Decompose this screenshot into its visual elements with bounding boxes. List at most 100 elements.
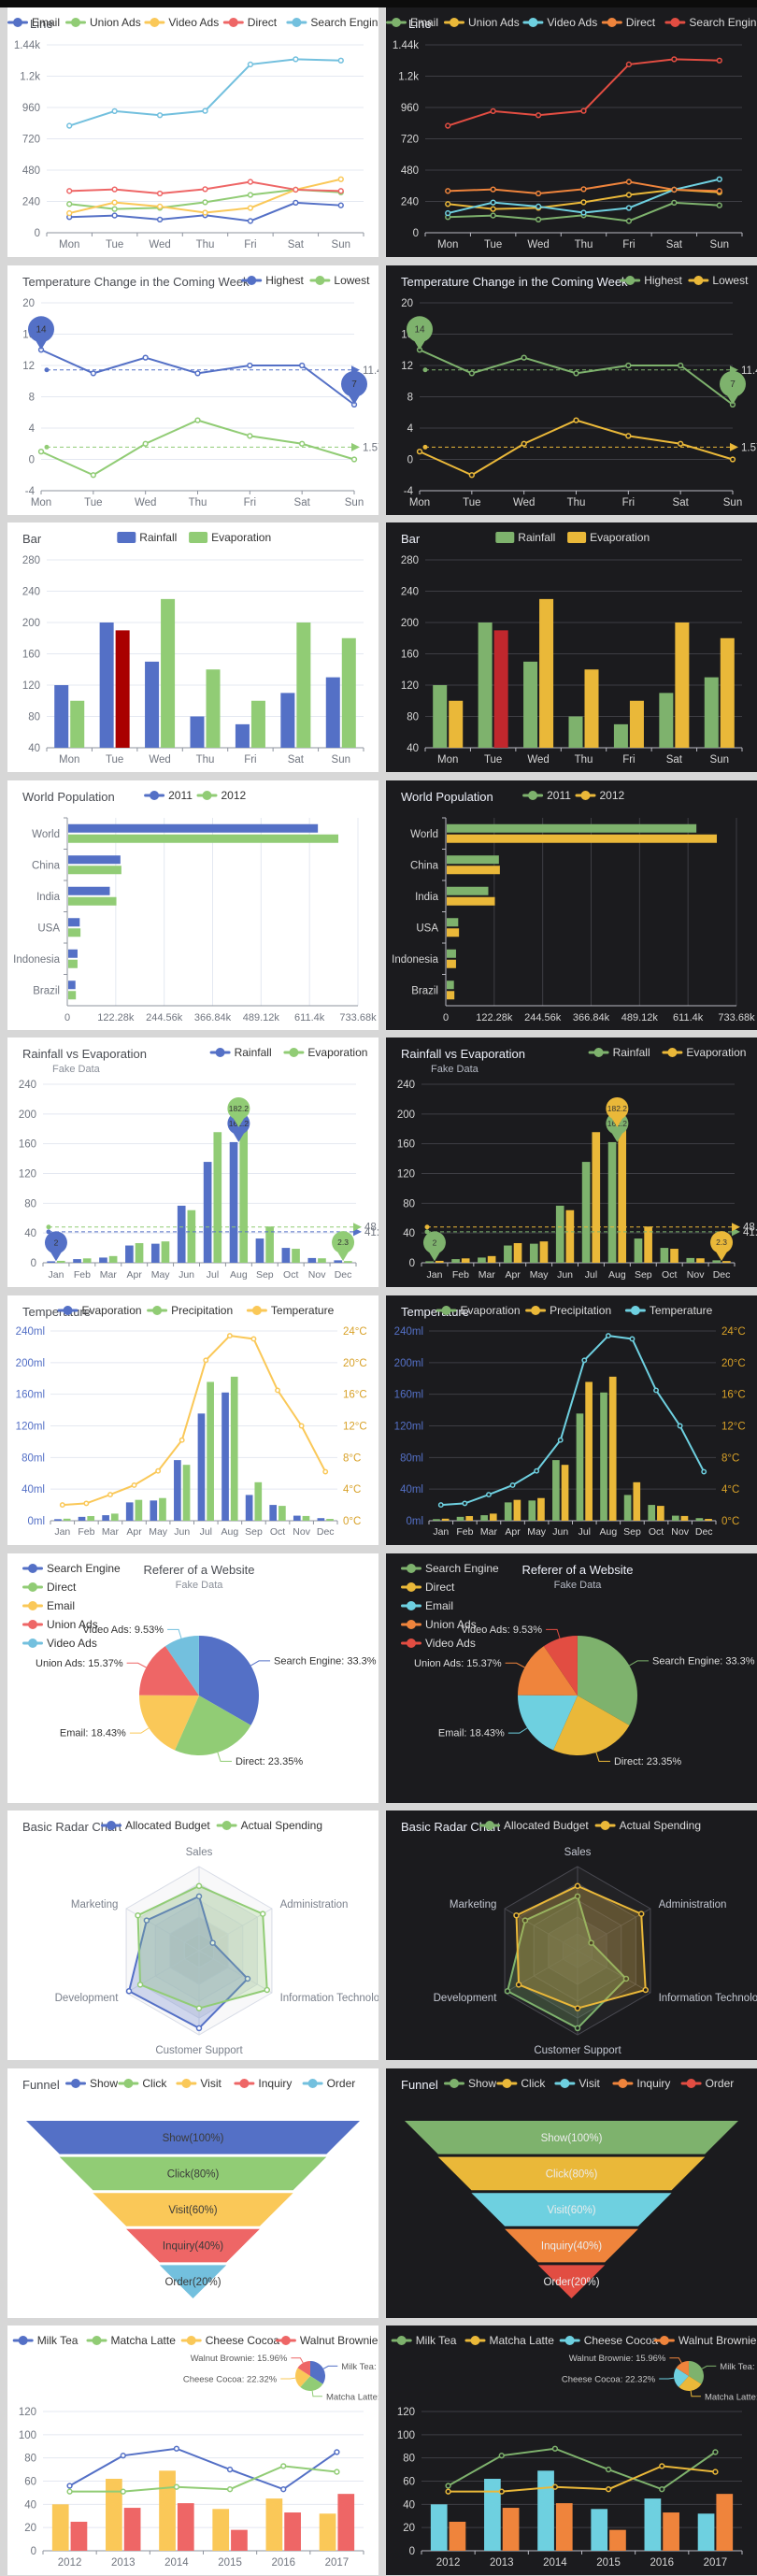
svg-text:Inquiry[interactable]: Inquiry [636,2077,670,2090]
chart-canvas-rainfall-evaporation-dark[interactable]: Rainfall vs Evaporation Fake Data 0 40 80 120… [386,1038,757,1287]
series-evaporation[interactable] [54,1392,325,1521]
chart-canvas-world-population-light[interactable]: World Population 0 122.28k 244.56k 366.84k 48… [7,780,378,1030]
legend-item-highest[interactable]: Highest [241,274,305,287]
legend-item-inquiry[interactable]: Inquiry [234,2077,292,2090]
svg-text:Union Ads[interactable]: Union Ads [468,16,520,29]
legend-item-order[interactable]: Order [302,2077,356,2090]
series-2011[interactable] [68,823,319,990]
legend-item-union-ads[interactable]: Union Ads [22,1618,98,1631]
pie-slice-union-ads[interactable] [139,1645,199,1696]
svg-text:Highest[interactable]: Highest [644,274,682,287]
legend-item-lowest[interactable]: Lowest [688,274,749,287]
svg-text:Visit[interactable]: Visit [578,2077,600,2090]
series-evaporation[interactable] [435,1127,731,1264]
chart-canvas-temperature-dual-dark[interactable]: Temperature 0ml 0°C 40ml 4°C 80ml 8°C 120ml 12°C… [386,1295,757,1545]
chart-canvas-temp-week-light[interactable]: Temperature Change in the Coming Week -4 0… [7,265,378,515]
svg-text:Video Ads[interactable]: Video Ads [47,1637,97,1650]
chart-canvas-mix-line-bar-pie-light[interactable]: 0 20 40 60 80 100 120 2012 2013 2014 2015 2016 2017 M… [7,2326,378,2575]
legend-item-walnut-brownie[interactable]: Walnut Brownie [275,2334,378,2347]
series-search-engine[interactable] [445,56,722,129]
svg-text:Cheese Cocoa[interactable]: Cheese Cocoa [206,2334,280,2347]
pie-slice-video-ads[interactable] [543,1635,578,1696]
svg-text:Search Engine[interactable]: Search Engine [689,16,757,29]
series-search-engine[interactable] [66,56,344,129]
chart-canvas-bar-light[interactable]: Bar 40 80 120 160 200 240 280 Mon Tue Wed Thu Fri Sat… [7,522,378,772]
svg-text:Evaporation[interactable]: Evaporation [461,1304,521,1317]
legend-item-temperature[interactable]: Temperature [246,1304,335,1317]
legend-item-rainfall[interactable]: Rainfall [117,531,177,544]
funnel-step-inquiry[interactable] [126,2228,260,2263]
svg-text:Show[interactable]: Show [468,2077,496,2090]
chart-canvas-radar-basic-dark[interactable]: Basic Radar Chart Sales Administration Info… [386,1810,757,2060]
svg-text:Rainfall[interactable]: Rainfall [235,1046,272,1059]
legend-item-click[interactable]: Click [496,2077,546,2090]
svg-text:Milk Tea[interactable]: Milk Tea [37,2334,79,2347]
pie-slice-direct[interactable] [175,1695,251,1755]
legend-item-highest[interactable]: Highest [620,274,683,287]
legend-item-rainfall[interactable]: Rainfall [588,1046,650,1059]
pie-slice-union-ads[interactable] [518,1645,578,1696]
pie-slice-cheese-cocoa[interactable] [295,2368,310,2388]
svg-text:Precipitation[interactable]: Precipitation [550,1304,611,1317]
svg-text:Order[interactable]: Order [706,2077,735,2090]
funnel-step-order[interactable] [537,2265,606,2298]
series-matcha-latte[interactable] [445,2463,719,2496]
legend-item-matcha-latte[interactable]: Matcha Latte [86,2334,177,2347]
legend-item-search-engine[interactable]: Search Engine [22,1562,121,1575]
pie-slice-milk-tea[interactable] [689,2361,704,2384]
legend-item-2012[interactable]: 2012 [575,789,625,802]
svg-text:Show[interactable]: Show [90,2077,118,2090]
series-precipitation[interactable] [441,1376,712,1521]
series-direct[interactable] [445,179,722,197]
series-milk-tea[interactable] [445,2445,719,2493]
funnel-step-click[interactable] [59,2156,327,2190]
legend-item-union-ads[interactable]: Union Ads [65,16,141,29]
svg-text:Direct[interactable]: Direct [626,16,656,29]
series-direct[interactable] [66,179,344,197]
svg-text:Evaporation[interactable]: Evaporation [211,531,271,544]
svg-text:Inquiry[interactable]: Inquiry [258,2077,292,2090]
chart-canvas-temperature-dual-light[interactable]: Temperature 0ml 0°C 40ml 4°C 80ml 8°C 120ml 12°C… [7,1295,378,1545]
chart-canvas-temp-week-dark[interactable]: Temperature Change in the Coming Week -4 0… [386,265,757,515]
svg-text:Temperature[interactable]: Temperature [271,1304,335,1317]
funnel-step-show[interactable] [26,2120,360,2154]
series-temperature[interactable] [59,1333,329,1509]
pie-slice-milk-tea[interactable] [310,2361,326,2384]
legend-item-evaporation[interactable]: Evaporation [567,531,650,544]
chart-canvas-radar-basic-light[interactable]: Basic Radar Chart Sales Administration Info… [7,1810,378,2060]
legend-item-walnut-brownie[interactable]: Walnut Brownie [653,2334,757,2347]
legend-item-email[interactable]: Email [401,1599,453,1612]
svg-text:Union Ads[interactable]: Union Ads [47,1618,98,1631]
chart-canvas-bar-dark[interactable]: Bar 40 80 120 160 200 240 280 Mon Tue Wed Thu Fri Sat… [386,522,757,772]
legend-item-actual-spending[interactable]: Actual Spending [216,1819,322,1832]
series-2012[interactable] [68,834,339,1000]
series-2011[interactable] [447,823,697,990]
svg-text:Video Ads[interactable]: Video Ads [425,1637,476,1650]
legend-item-cheese-cocoa[interactable]: Cheese Cocoa [559,2334,659,2347]
chart-canvas-pie-referer-dark[interactable]: Referer of a Website Fake Data Search Engi… [386,1553,757,1803]
chart-canvas-world-population-dark[interactable]: World Population 0 122.28k 244.56k 366.84k 48… [386,780,757,1030]
svg-text:Evaporation[interactable]: Evaporation [590,531,650,544]
chart-canvas-funnel-dark[interactable]: Funnel Show(100%) Click(80%) Visit(60%) Inqu… [386,2068,757,2318]
series-cheese-cocoa[interactable] [51,2470,336,2552]
svg-text:Rainfall[interactable]: Rainfall [139,531,177,544]
legend-item-precipitation[interactable]: Precipitation [147,1304,233,1317]
legend-item-union-ads[interactable]: Union Ads [444,16,520,29]
legend-item-video-ads[interactable]: Video Ads [22,1637,97,1650]
svg-text:2012[interactable]: 2012 [600,789,625,802]
pie-slice-matcha-latte[interactable] [678,2376,702,2392]
pie-slice-walnut-brownie[interactable] [676,2361,689,2377]
legend-item-actual-spending[interactable]: Actual Spending [594,1819,701,1832]
legend-item-visit[interactable]: Visit [176,2077,222,2090]
legend-item-milk-tea[interactable]: Milk Tea [391,2334,457,2347]
series-rainfall[interactable] [54,623,340,749]
svg-text:Order[interactable]: Order [327,2077,356,2090]
svg-text:Matcha Latte[interactable]: Matcha Latte [490,2334,555,2347]
legend-item-allocated-budget[interactable]: Allocated Budget [479,1819,589,1832]
svg-text:Walnut Brownie[interactable]: Walnut Brownie [678,2334,757,2347]
legend-item-milk-tea[interactable]: Milk Tea [12,2334,79,2347]
pie-slice-search-engine[interactable] [578,1635,637,1725]
svg-text:Click[interactable]: Click [521,2077,546,2090]
svg-text:Email[interactable]: Email [410,16,438,29]
svg-text:Allocated Budget[interactable]: Allocated Budget [504,1819,589,1832]
